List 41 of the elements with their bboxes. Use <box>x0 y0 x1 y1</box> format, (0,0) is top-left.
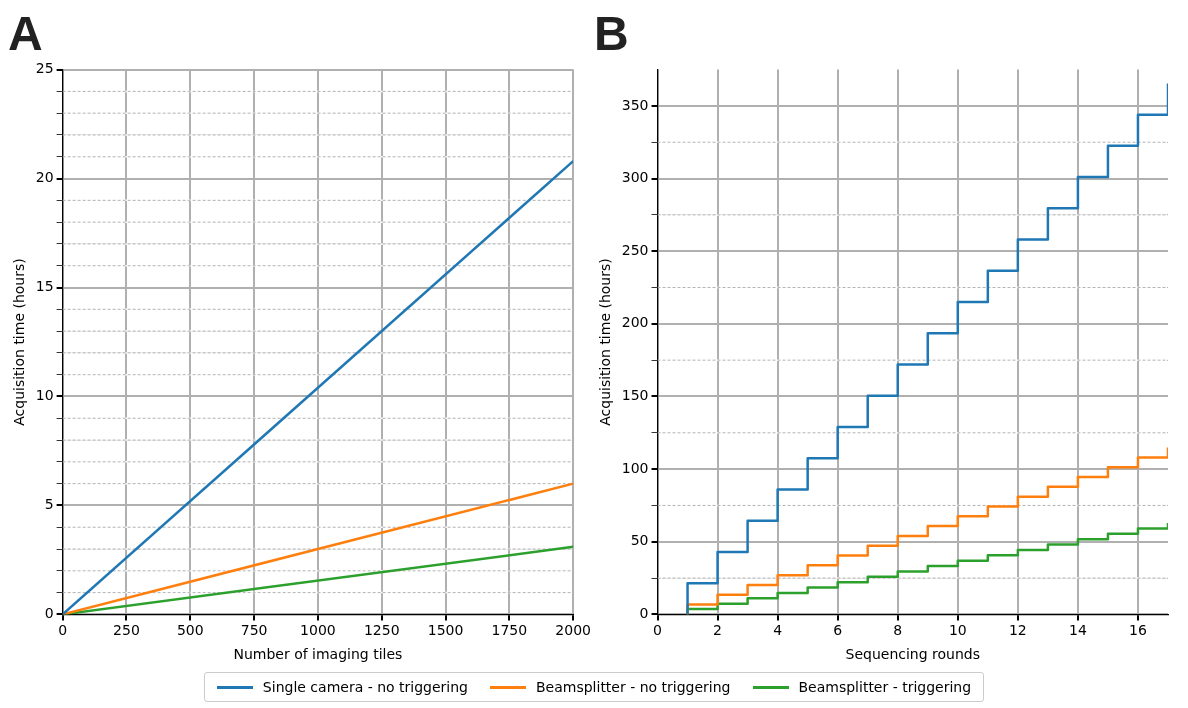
y-tick-label: 0 <box>639 605 649 622</box>
x-axis-title: Sequencing rounds <box>845 646 980 663</box>
x-tick-label: 14 <box>1069 622 1087 639</box>
x-tick-label: 6 <box>833 622 843 639</box>
legend-label: Beamsplitter - no triggering <box>535 679 731 695</box>
y-tick-label: 350 <box>621 96 649 113</box>
x-tick-label: 0 <box>58 622 68 639</box>
y-tick-label: 250 <box>621 241 649 258</box>
legend-label: Single camera - no triggering <box>262 679 468 695</box>
y-axis-title: Acquisition time (hours) <box>11 258 28 426</box>
x-tick-label: 1250 <box>363 622 400 639</box>
x-tick-label: 12 <box>1008 622 1027 639</box>
y-tick-label: 10 <box>35 387 54 404</box>
y-tick-label: 5 <box>44 496 54 513</box>
x-tick-label: 1750 <box>491 622 528 639</box>
x-tick-label: 750 <box>240 622 268 639</box>
y-tick-label: 200 <box>621 314 649 331</box>
x-tick-label: 500 <box>176 622 204 639</box>
y-tick-label: 100 <box>621 459 649 476</box>
chart-title: A <box>8 7 43 61</box>
x-axis-title: Number of imaging tiles <box>233 646 403 663</box>
legend-label: Beamsplitter - triggering <box>798 679 972 695</box>
x-tick-label: 1000 <box>300 622 336 639</box>
x-tick-label: 4 <box>773 622 783 639</box>
x-tick-label: 8 <box>893 622 903 639</box>
x-tick-label: 1500 <box>427 622 464 639</box>
y-tick-label: 25 <box>35 60 54 77</box>
x-tick-label: 2000 <box>555 622 592 639</box>
y-tick-label: 150 <box>621 387 649 404</box>
y-tick-label: 15 <box>35 278 54 295</box>
x-tick-label: 250 <box>113 622 140 639</box>
y-axis-title: Acquisition time (hours) <box>597 258 614 426</box>
y-tick-label: 50 <box>630 532 649 549</box>
x-tick-label: 0 <box>653 622 662 639</box>
y-tick-label: 0 <box>44 605 54 622</box>
x-tick-label: 2 <box>713 622 723 639</box>
y-tick-label: 300 <box>621 169 649 186</box>
y-tick-label: 20 <box>35 169 54 186</box>
chart-title: B <box>594 7 629 61</box>
x-tick-label: 16 <box>1129 622 1147 639</box>
x-tick-label: 10 <box>948 622 967 639</box>
